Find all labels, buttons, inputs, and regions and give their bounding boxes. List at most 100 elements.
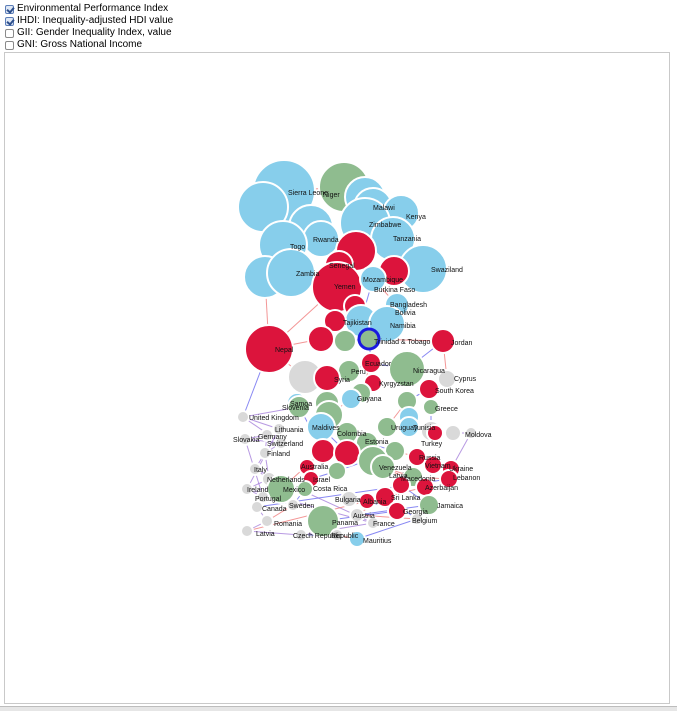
graph-node[interactable] — [256, 490, 270, 504]
checkbox-ihdi[interactable]: IHDI: Inequality-adjusted HDI value — [5, 15, 173, 27]
node-label: Costa Rica — [313, 486, 347, 493]
node-label: Canada — [262, 506, 287, 513]
graph-node[interactable] — [464, 426, 478, 440]
node-label: Cyprus — [454, 376, 477, 383]
graph-node[interactable] — [260, 514, 274, 528]
node-label: Senegal — [329, 263, 355, 270]
graph-node[interactable] — [439, 469, 459, 489]
node-label: Mozambique — [363, 277, 403, 284]
node-label: Uruguay — [391, 425, 418, 432]
checkbox-gni-box[interactable] — [5, 40, 14, 50]
node-label: Zimbabwe — [369, 222, 401, 229]
graph-node[interactable] — [274, 436, 288, 450]
checkbox-epi-box[interactable] — [5, 4, 14, 14]
graph-edge — [242, 416, 282, 444]
graph-node[interactable] — [374, 486, 396, 508]
graph-node[interactable] — [349, 507, 365, 523]
node-label: Czech Republic — [293, 533, 343, 540]
graph-node[interactable] — [370, 454, 396, 480]
graph-node[interactable] — [366, 516, 380, 530]
graph-node[interactable] — [244, 324, 294, 374]
node-label: Burkina Faso — [374, 287, 415, 294]
node-label: Republic — [331, 533, 359, 540]
checkbox-ihdi-box[interactable] — [5, 16, 14, 26]
graph-node[interactable] — [287, 395, 311, 419]
node-label: Latvia — [256, 531, 275, 538]
graph-node[interactable] — [430, 328, 456, 354]
graph-node[interactable] — [236, 410, 250, 424]
graph-node[interactable] — [286, 498, 300, 512]
graph-node[interactable] — [426, 424, 444, 442]
checkbox-gii-box[interactable] — [5, 28, 14, 38]
graph-node[interactable] — [310, 438, 336, 464]
graph-node[interactable] — [444, 424, 462, 442]
node-label: Lithuania — [275, 427, 304, 434]
checkbox-gii[interactable]: GII: Gender Inequality Index, value — [5, 27, 172, 39]
node-label: Venezuela — [379, 465, 412, 472]
node-label: Trinidad & Tobago — [374, 339, 431, 346]
graph-node[interactable] — [437, 369, 457, 389]
node-label: Russia — [419, 455, 441, 462]
checkbox-gii-label: GII: Gender Inequality Index, value — [17, 27, 172, 38]
graph-node[interactable] — [348, 530, 366, 548]
graph-node[interactable] — [323, 309, 347, 333]
node-label: Samoa — [290, 401, 312, 408]
graph-node[interactable] — [296, 480, 314, 498]
graph-node[interactable] — [388, 350, 426, 388]
graph-node[interactable] — [240, 524, 254, 538]
node-label: United Kingdom — [249, 415, 299, 422]
node-label: Turkey — [421, 441, 443, 448]
graph-node[interactable] — [387, 501, 407, 521]
node-label: Mexico — [283, 487, 305, 494]
graph-node[interactable] — [376, 416, 398, 438]
graph-node[interactable] — [340, 388, 362, 410]
graph-node[interactable] — [238, 432, 252, 446]
graph-node[interactable] — [240, 482, 254, 496]
graph-node[interactable] — [306, 504, 340, 538]
node-label: Jordan — [451, 340, 473, 347]
node-label: Ecuador — [365, 361, 392, 368]
graph-node[interactable] — [360, 352, 382, 374]
checkbox-gni[interactable]: GNI: Gross National Income — [5, 39, 142, 51]
graph-node[interactable] — [418, 494, 440, 516]
node-label: Niger — [323, 192, 340, 199]
node-label: Guyana — [357, 396, 382, 403]
graph-node[interactable] — [327, 461, 347, 481]
graph-edge — [356, 518, 418, 540]
node-label: Tunisia — [413, 425, 435, 432]
horizontal-scrollbar[interactable] — [0, 706, 677, 711]
node-label: Zambia — [296, 271, 319, 278]
graph-node[interactable] — [340, 490, 358, 508]
node-label: Ukraine — [449, 466, 473, 473]
graph-node[interactable] — [250, 500, 264, 514]
node-label: Georgia — [403, 509, 428, 516]
graph-node[interactable] — [410, 512, 424, 526]
graph-node[interactable] — [258, 446, 272, 460]
node-label: Colombia — [337, 431, 367, 438]
graph-node[interactable] — [357, 327, 381, 351]
node-label: Sweden — [289, 503, 314, 510]
graph-node[interactable] — [266, 474, 296, 504]
node-label: Togo — [290, 244, 305, 251]
graph-node[interactable] — [391, 475, 411, 495]
node-label: Greece — [435, 406, 458, 413]
graph-node[interactable] — [294, 528, 308, 542]
graph-node[interactable] — [359, 265, 387, 293]
graph-node[interactable] — [333, 329, 357, 353]
checkbox-epi[interactable]: Environmental Performance Index — [5, 3, 168, 15]
graph-node[interactable] — [272, 422, 286, 436]
graph-node[interactable] — [266, 248, 316, 298]
graph-node[interactable] — [407, 447, 427, 467]
graph-node[interactable] — [248, 462, 262, 476]
graph-node[interactable] — [398, 416, 420, 438]
node-label: Peru — [351, 369, 366, 376]
graph-node[interactable] — [307, 325, 335, 353]
graph-node[interactable] — [330, 528, 344, 542]
graph-node[interactable] — [260, 428, 274, 442]
node-label: Slovenia — [282, 405, 309, 412]
node-label: South Korea — [435, 388, 474, 395]
graph-edge — [356, 514, 418, 520]
graph-node[interactable] — [422, 398, 440, 416]
